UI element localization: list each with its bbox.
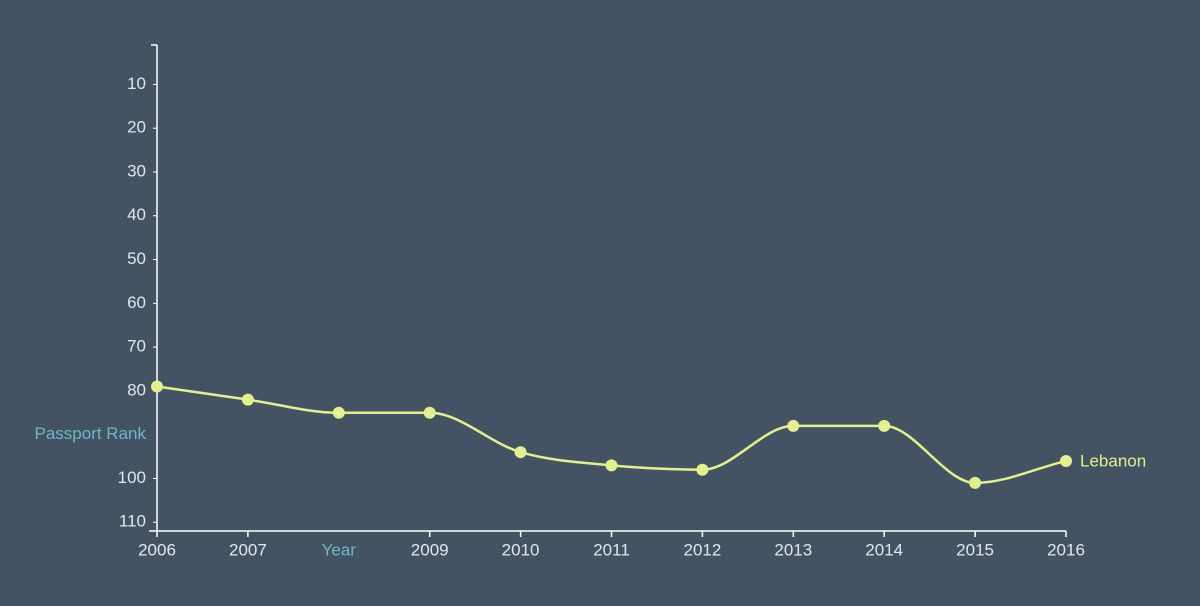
series-label: Lebanon <box>1080 451 1146 470</box>
point <box>969 476 982 489</box>
y-tick-label: 60 <box>127 293 146 312</box>
y-axis-title: Passport Rank <box>35 424 147 443</box>
y-tick-label: 40 <box>127 205 146 224</box>
y-tick-label: 30 <box>127 161 146 180</box>
point <box>878 419 891 432</box>
x-tick-label: 2006 <box>138 540 176 559</box>
point <box>151 380 163 393</box>
point <box>423 406 436 419</box>
point <box>787 419 800 432</box>
x-axis-title: Year <box>322 540 357 559</box>
point <box>514 446 527 459</box>
x-tick-label: 2013 <box>774 540 812 559</box>
y-tick-label: 110 <box>119 512 146 531</box>
x-tick-label: 2016 <box>1047 540 1085 559</box>
point <box>605 459 618 472</box>
x-tick-label: 2014 <box>865 540 903 559</box>
point <box>241 393 254 406</box>
y-tick-label: 100 <box>118 468 146 487</box>
x-tick-label: 2012 <box>683 540 721 559</box>
y-tick-label: 70 <box>127 337 146 356</box>
point <box>1060 454 1072 467</box>
y-tick-label: 50 <box>127 249 146 268</box>
x-tick-label: 2010 <box>502 540 540 559</box>
x-tick-label: 2011 <box>593 540 630 559</box>
point <box>696 463 709 476</box>
y-tick-label: 80 <box>127 380 146 399</box>
y-tick-label: 20 <box>127 118 146 137</box>
point <box>332 406 345 419</box>
x-tick-label: 2009 <box>411 540 449 559</box>
x-tick-label: 2007 <box>229 540 267 559</box>
y-tick-label: 10 <box>127 74 146 93</box>
x-tick-label: 2015 <box>956 540 994 559</box>
